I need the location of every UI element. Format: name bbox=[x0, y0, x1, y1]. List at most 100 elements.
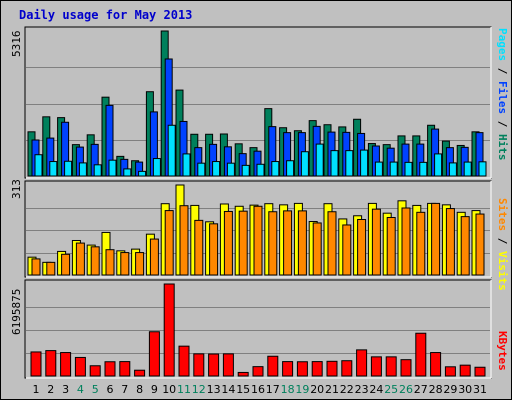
bar-kbytes-18 bbox=[282, 361, 294, 377]
bar-sites-30 bbox=[460, 216, 470, 276]
bar-pages-19 bbox=[300, 151, 309, 177]
bar-sites-19 bbox=[297, 210, 307, 276]
bar-pages-15 bbox=[241, 164, 250, 177]
bar-pages-6 bbox=[108, 159, 117, 177]
bar-kbytes-1 bbox=[30, 351, 42, 377]
day-label-28: 28 bbox=[429, 383, 443, 396]
bar-sites-3 bbox=[61, 253, 71, 276]
day-label-20: 20 bbox=[310, 383, 324, 396]
bar-pages-5 bbox=[93, 164, 102, 177]
day-label-29: 29 bbox=[443, 383, 457, 396]
bar-sites-31 bbox=[475, 213, 485, 276]
bar-sites-25 bbox=[386, 216, 396, 276]
bar-pages-30 bbox=[463, 161, 472, 177]
bar-kbytes-6 bbox=[104, 361, 116, 377]
bar-pages-16 bbox=[256, 163, 265, 177]
bar-sites-28 bbox=[431, 202, 441, 276]
bar-kbytes-19 bbox=[296, 361, 308, 377]
bar-pages-14 bbox=[226, 162, 235, 177]
bar-sites-13 bbox=[209, 223, 219, 276]
day-label-3: 3 bbox=[62, 383, 69, 396]
bar-kbytes-8 bbox=[134, 369, 146, 377]
bar-kbytes-16 bbox=[252, 366, 264, 377]
bar-sites-4 bbox=[75, 242, 85, 276]
day-label-21: 21 bbox=[325, 383, 339, 396]
bar-kbytes-25 bbox=[385, 356, 397, 377]
day-label-26: 26 bbox=[399, 383, 413, 396]
day-label-17: 17 bbox=[266, 383, 280, 396]
panel-2 bbox=[24, 279, 492, 379]
day-label-16: 16 bbox=[251, 383, 265, 396]
bar-kbytes-15 bbox=[237, 371, 249, 377]
bar-pages-18 bbox=[286, 160, 295, 177]
bar-sites-29 bbox=[445, 208, 455, 276]
bar-pages-7 bbox=[123, 168, 132, 177]
day-label-6: 6 bbox=[107, 383, 114, 396]
bar-sites-10 bbox=[164, 210, 174, 276]
bar-kbytes-13 bbox=[208, 353, 220, 377]
bar-sites-2 bbox=[46, 261, 56, 276]
day-label-30: 30 bbox=[458, 383, 472, 396]
day-label-23: 23 bbox=[355, 383, 369, 396]
bar-pages-9 bbox=[152, 158, 161, 177]
bar-pages-28 bbox=[434, 153, 443, 177]
bar-sites-27 bbox=[416, 211, 426, 276]
bar-sites-24 bbox=[371, 208, 381, 276]
bar-kbytes-2 bbox=[45, 350, 57, 377]
bar-sites-8 bbox=[135, 252, 145, 276]
bar-kbytes-11 bbox=[178, 345, 190, 377]
day-label-24: 24 bbox=[369, 383, 383, 396]
bar-kbytes-3 bbox=[60, 352, 72, 377]
bar-sites-16 bbox=[253, 205, 263, 276]
bar-sites-15 bbox=[238, 210, 248, 276]
day-label-12: 12 bbox=[192, 383, 206, 396]
bar-sites-23 bbox=[357, 219, 367, 276]
bar-pages-10 bbox=[167, 124, 176, 177]
bar-pages-25 bbox=[389, 161, 398, 177]
day-label-7: 7 bbox=[121, 383, 128, 396]
bar-kbytes-28 bbox=[430, 352, 442, 377]
day-label-4: 4 bbox=[77, 383, 84, 396]
bar-pages-1 bbox=[34, 154, 43, 177]
bar-sites-7 bbox=[120, 252, 130, 276]
day-label-8: 8 bbox=[136, 383, 143, 396]
bar-kbytes-22 bbox=[341, 360, 353, 377]
day-label-9: 9 bbox=[151, 383, 158, 396]
bar-pages-27 bbox=[419, 161, 428, 177]
bar-sites-17 bbox=[268, 211, 278, 276]
day-label-19: 19 bbox=[295, 383, 309, 396]
bar-pages-22 bbox=[345, 150, 354, 177]
bar-kbytes-26 bbox=[400, 359, 412, 377]
bar-sites-12 bbox=[194, 219, 204, 276]
bar-pages-13 bbox=[212, 161, 221, 177]
bar-kbytes-30 bbox=[459, 364, 471, 377]
day-label-25: 25 bbox=[384, 383, 398, 396]
bar-kbytes-4 bbox=[74, 356, 86, 377]
bar-pages-23 bbox=[360, 149, 369, 177]
day-label-11: 11 bbox=[177, 383, 191, 396]
bar-pages-2 bbox=[49, 161, 58, 177]
bar-kbytes-29 bbox=[444, 366, 456, 377]
bar-sites-5 bbox=[90, 246, 100, 276]
day-label-5: 5 bbox=[92, 383, 99, 396]
day-label-13: 13 bbox=[207, 383, 221, 396]
bar-kbytes-21 bbox=[326, 360, 338, 377]
day-label-27: 27 bbox=[414, 383, 428, 396]
bar-pages-12 bbox=[197, 162, 206, 177]
bar-kbytes-23 bbox=[356, 349, 368, 377]
bar-sites-20 bbox=[312, 222, 322, 276]
day-label-18: 18 bbox=[281, 383, 295, 396]
bar-pages-11 bbox=[182, 153, 191, 177]
bar-kbytes-27 bbox=[415, 332, 427, 377]
bar-kbytes-12 bbox=[193, 353, 205, 377]
bar-sites-6 bbox=[105, 249, 115, 276]
bar-sites-11 bbox=[179, 205, 189, 276]
day-label-2: 2 bbox=[47, 383, 54, 396]
bar-kbytes-17 bbox=[267, 355, 279, 377]
bar-pages-31 bbox=[478, 161, 487, 177]
bar-kbytes-31 bbox=[474, 366, 486, 377]
bar-sites-26 bbox=[401, 207, 411, 276]
bar-kbytes-20 bbox=[311, 361, 323, 377]
bar-kbytes-14 bbox=[222, 353, 234, 377]
